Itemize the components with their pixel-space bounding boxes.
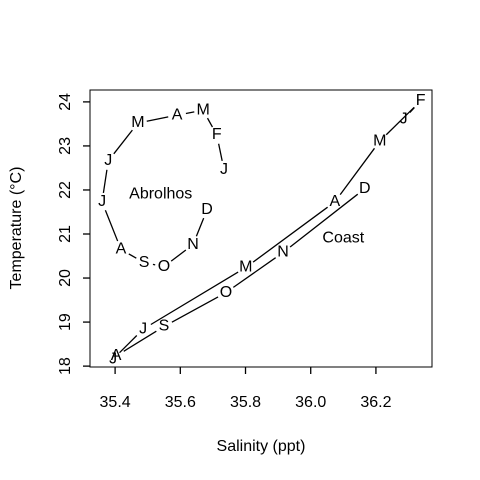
month-point: F [416, 92, 426, 109]
y-tick-label: 19 [57, 313, 74, 331]
plot-frame [89, 89, 433, 368]
month-point: A [330, 193, 341, 210]
connector [128, 253, 137, 259]
month-point: J [109, 350, 117, 367]
connector [185, 111, 195, 115]
x-tick-label: 36.0 [295, 394, 326, 411]
x-tick-label: 36.2 [360, 394, 391, 411]
month-point: M [196, 101, 209, 118]
x-tick-label: 35.6 [165, 394, 196, 411]
connector [102, 169, 108, 194]
month-point: M [373, 132, 386, 149]
y-tick-label: 18 [57, 357, 74, 375]
connector [232, 257, 277, 288]
y-tick-label: 20 [57, 269, 74, 287]
y-tick-label: 24 [57, 93, 74, 111]
month-point: M [131, 114, 144, 131]
x-tick-label: 35.4 [100, 394, 131, 411]
connector [339, 147, 376, 196]
month-point: A [111, 347, 122, 364]
connector [218, 143, 223, 162]
month-point: S [139, 254, 150, 271]
month-point: J [139, 320, 147, 337]
y-tick-label: 21 [57, 225, 74, 243]
month-point: O [158, 258, 170, 275]
connector [206, 117, 214, 128]
y-axis-title: Temperature (°C) [8, 167, 25, 290]
month-point: O [220, 284, 232, 301]
connector [119, 335, 138, 354]
connector [385, 106, 415, 136]
month-point: M [239, 259, 252, 276]
y-tick-label: 22 [57, 181, 74, 199]
series-label: Abrolhos [129, 186, 192, 203]
connector [252, 206, 328, 263]
month-point: J [98, 193, 106, 210]
connector [150, 271, 239, 326]
connector [195, 217, 205, 237]
connector [289, 193, 359, 248]
y-tick-label: 23 [57, 137, 74, 155]
connector [171, 296, 219, 323]
x-tick-label: 35.8 [230, 394, 261, 411]
x-axis-title: Salinity (ppt) [217, 438, 306, 455]
connector [123, 330, 157, 352]
connector [104, 209, 119, 242]
connector [146, 116, 169, 122]
month-point: A [116, 241, 127, 258]
month-point: F [212, 126, 222, 143]
month-point: D [201, 201, 213, 218]
month-point: A [172, 106, 183, 123]
connector [113, 129, 133, 155]
month-point: N [187, 236, 199, 253]
month-point: J [220, 161, 228, 178]
month-point: N [277, 244, 289, 261]
series-label: Coast [322, 230, 364, 247]
month-point: J [104, 152, 112, 169]
month-point: S [159, 318, 170, 335]
month-point: D [359, 180, 371, 197]
month-point: J [400, 110, 408, 127]
connector [170, 249, 187, 262]
